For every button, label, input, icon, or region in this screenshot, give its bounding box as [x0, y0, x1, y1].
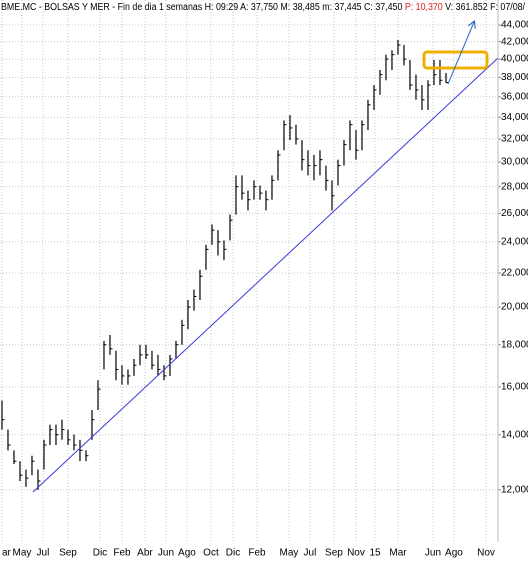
x-tick-label: 15 [369, 548, 381, 559]
resistance-box [422, 50, 489, 70]
x-tick-label: Jun [425, 548, 441, 559]
x-tick-label: Nov [347, 548, 365, 559]
y-tick-label: 20,000 [501, 302, 528, 313]
y-tick-label: 26,000 [501, 208, 528, 219]
y-tick-label: 42,000 [501, 36, 528, 47]
x-tick-label: Ago [178, 548, 196, 559]
y-tick-label: 14,000 [501, 429, 528, 440]
x-tick-label: Sep [59, 548, 77, 559]
x-tick-label: Oct [203, 548, 219, 559]
trend-line [32, 57, 499, 493]
x-tick-label: ar [2, 548, 12, 559]
x-tick-label: Jul [37, 548, 50, 559]
price-bars [1, 39, 449, 490]
x-tick-label: Dic [226, 548, 240, 559]
title-part: BME.MC - BOLSAS Y MER - Fin de dia 1 sem… [1, 2, 405, 13]
y-tick-label: 36,000 [501, 91, 528, 102]
axis-labels: 12,000 14,000 16,000 18,000 20,000 22,000 24,0… [2, 20, 528, 559]
y-tick-label: 34,000 [501, 112, 528, 123]
grid [0, 0, 501, 542]
x-tick-label: Feb [113, 548, 131, 559]
y-tick-label: 28,000 [501, 181, 528, 192]
y-tick-label: 22,000 [501, 268, 528, 279]
x-tick-label: Jun [158, 548, 174, 559]
title-part: V: 361.852 F: 07/08/ [443, 2, 525, 13]
x-tick-label: May [13, 548, 32, 559]
y-tick-label: 44,000 [501, 20, 528, 31]
x-tick-label: Sep [325, 548, 343, 559]
y-tick-label: 12,000 [501, 484, 528, 495]
x-tick-label: Ago [445, 548, 463, 559]
x-tick-label: Nov [477, 548, 495, 559]
y-tick-label: 38,000 [501, 72, 528, 83]
x-tick-label: Mar [389, 548, 407, 559]
projection-arrow [447, 22, 474, 85]
x-tick-label: Dic [93, 548, 107, 559]
chart-title: BME.MC - BOLSAS Y MER - Fin de dia 1 sem… [1, 2, 525, 13]
x-tick-label: Abr [137, 548, 153, 559]
y-tick-label: 16,000 [501, 382, 528, 393]
y-tick-label: 24,000 [501, 236, 528, 247]
y-tick-label: 30,000 [501, 157, 528, 168]
x-tick-label: May [280, 548, 299, 559]
y-tick-label: 40,000 [501, 54, 528, 65]
title-part: P: 10,370 [405, 2, 443, 13]
y-tick-label: 32,000 [501, 134, 528, 145]
y-tick-label: 18,000 [501, 339, 528, 350]
x-tick-label: Feb [248, 548, 266, 559]
x-tick-label: Jul [304, 548, 317, 559]
